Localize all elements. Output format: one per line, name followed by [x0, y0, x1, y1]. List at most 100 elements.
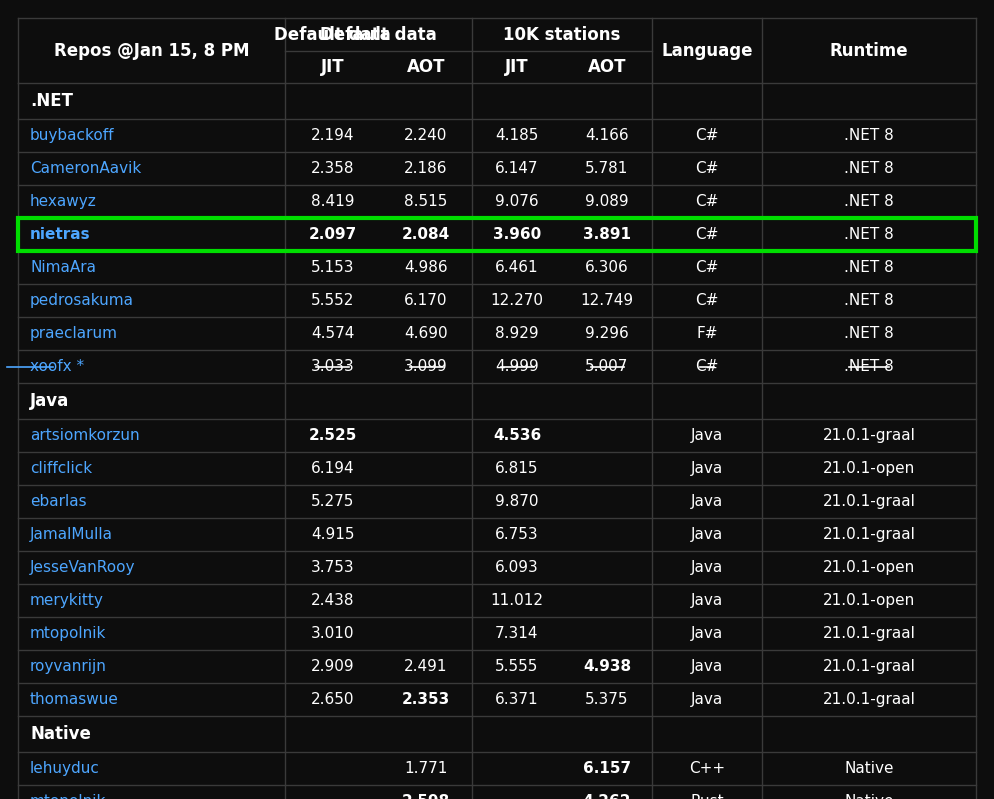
- Text: .NET 8: .NET 8: [844, 359, 894, 374]
- Text: 4.915: 4.915: [311, 527, 354, 542]
- Text: 9.076: 9.076: [495, 194, 539, 209]
- Text: C#: C#: [696, 260, 719, 275]
- Text: C#: C#: [696, 359, 719, 374]
- Text: 8.929: 8.929: [495, 326, 539, 341]
- Text: 3.099: 3.099: [405, 359, 448, 374]
- Text: 4.574: 4.574: [311, 326, 354, 341]
- Text: mtopolnik: mtopolnik: [30, 794, 106, 799]
- Text: 9.089: 9.089: [585, 194, 629, 209]
- Text: 4.986: 4.986: [405, 260, 448, 275]
- Text: ebarlas: ebarlas: [30, 494, 86, 509]
- Text: 3.753: 3.753: [311, 560, 354, 575]
- Text: 3.033: 3.033: [310, 359, 355, 374]
- Text: 4.536: 4.536: [493, 428, 541, 443]
- Text: Runtime: Runtime: [830, 42, 909, 59]
- Text: 10K stations: 10K stations: [503, 26, 620, 43]
- Text: 2.909: 2.909: [311, 659, 354, 674]
- Text: 5.007: 5.007: [585, 359, 628, 374]
- Text: Native: Native: [844, 794, 894, 799]
- Text: 8.419: 8.419: [311, 194, 354, 209]
- Text: nietras: nietras: [30, 227, 90, 242]
- Text: 6.093: 6.093: [495, 560, 539, 575]
- Text: JesseVanRooy: JesseVanRooy: [30, 560, 135, 575]
- Text: Java: Java: [691, 428, 723, 443]
- Text: 2.491: 2.491: [405, 659, 447, 674]
- Text: .NET 8: .NET 8: [844, 260, 894, 275]
- Text: C#: C#: [696, 128, 719, 143]
- Text: 2.358: 2.358: [311, 161, 354, 176]
- Text: Native: Native: [30, 725, 90, 743]
- Text: cliffclick: cliffclick: [30, 461, 92, 476]
- Text: Java: Java: [691, 593, 723, 608]
- Text: 6.157: 6.157: [582, 761, 631, 776]
- Text: buybackoff: buybackoff: [30, 128, 114, 143]
- Text: 6.371: 6.371: [495, 692, 539, 707]
- Text: 2.438: 2.438: [311, 593, 354, 608]
- Text: 21.0.1-open: 21.0.1-open: [823, 593, 915, 608]
- Text: 21.0.1-graal: 21.0.1-graal: [823, 494, 915, 509]
- Text: 5.555: 5.555: [495, 659, 539, 674]
- Text: 5.153: 5.153: [311, 260, 354, 275]
- Text: 8.515: 8.515: [405, 194, 447, 209]
- Text: Language: Language: [661, 42, 752, 59]
- Text: 2.194: 2.194: [311, 128, 354, 143]
- Text: C#: C#: [696, 227, 719, 242]
- Text: Rust: Rust: [690, 794, 724, 799]
- Text: 21.0.1-open: 21.0.1-open: [823, 560, 915, 575]
- Text: Repos @Jan 15, 8 PM: Repos @Jan 15, 8 PM: [54, 42, 249, 59]
- Text: AOT: AOT: [407, 58, 445, 76]
- Text: 2.084: 2.084: [402, 227, 450, 242]
- Text: praeclarum: praeclarum: [30, 326, 118, 341]
- Text: 6.194: 6.194: [311, 461, 354, 476]
- Text: 2.525: 2.525: [308, 428, 357, 443]
- Text: mtopolnik: mtopolnik: [30, 626, 106, 641]
- Text: .NET 8: .NET 8: [844, 293, 894, 308]
- Text: artsiomkorzun: artsiomkorzun: [30, 428, 139, 443]
- Text: C#: C#: [696, 161, 719, 176]
- Text: Java: Java: [691, 560, 723, 575]
- Text: Java: Java: [691, 626, 723, 641]
- Text: .NET 8: .NET 8: [844, 194, 894, 209]
- Text: NimaAra: NimaAra: [30, 260, 96, 275]
- Text: Java: Java: [30, 392, 70, 410]
- Text: Java: Java: [691, 461, 723, 476]
- Bar: [18, 218, 976, 251]
- Text: 2.598: 2.598: [402, 794, 450, 799]
- Text: Native: Native: [844, 761, 894, 776]
- Text: 2.097: 2.097: [308, 227, 357, 242]
- Text: pedrosakuma: pedrosakuma: [30, 293, 134, 308]
- Text: thomaswue: thomaswue: [30, 692, 119, 707]
- Text: 4.690: 4.690: [405, 326, 448, 341]
- Text: 1.771: 1.771: [405, 761, 447, 776]
- Text: C++: C++: [689, 761, 725, 776]
- Text: 21.0.1-graal: 21.0.1-graal: [823, 527, 915, 542]
- Text: .NET 8: .NET 8: [844, 326, 894, 341]
- Text: 3.010: 3.010: [311, 626, 354, 641]
- Text: JIT: JIT: [505, 58, 529, 76]
- Text: 6.147: 6.147: [495, 161, 539, 176]
- Text: .NET 8: .NET 8: [844, 227, 894, 242]
- Text: xoofx *: xoofx *: [30, 359, 84, 374]
- Text: 2.186: 2.186: [405, 161, 447, 176]
- Text: 9.296: 9.296: [585, 326, 629, 341]
- Text: 6.170: 6.170: [405, 293, 447, 308]
- Text: .NET 8: .NET 8: [844, 128, 894, 143]
- Text: 4.166: 4.166: [585, 128, 629, 143]
- Text: 6.753: 6.753: [495, 527, 539, 542]
- Text: Java: Java: [691, 494, 723, 509]
- Text: Java: Java: [691, 692, 723, 707]
- Text: 21.0.1-graal: 21.0.1-graal: [823, 626, 915, 641]
- Text: merykitty: merykitty: [30, 593, 104, 608]
- Text: 6.815: 6.815: [495, 461, 539, 476]
- Text: 4.262: 4.262: [582, 794, 631, 799]
- Text: 3.960: 3.960: [493, 227, 541, 242]
- Text: Java: Java: [691, 659, 723, 674]
- Text: .NET: .NET: [30, 92, 73, 110]
- Text: JIT: JIT: [321, 58, 344, 76]
- Text: Default data: Default data: [274, 26, 391, 43]
- Text: 2.240: 2.240: [405, 128, 447, 143]
- Text: 2.650: 2.650: [311, 692, 354, 707]
- Text: 6.461: 6.461: [495, 260, 539, 275]
- Text: AOT: AOT: [587, 58, 626, 76]
- Text: 3.891: 3.891: [583, 227, 631, 242]
